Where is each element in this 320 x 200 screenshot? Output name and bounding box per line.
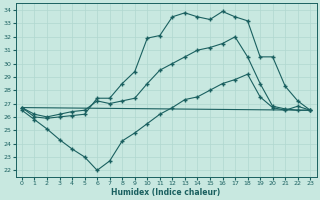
- X-axis label: Humidex (Indice chaleur): Humidex (Indice chaleur): [111, 188, 221, 197]
